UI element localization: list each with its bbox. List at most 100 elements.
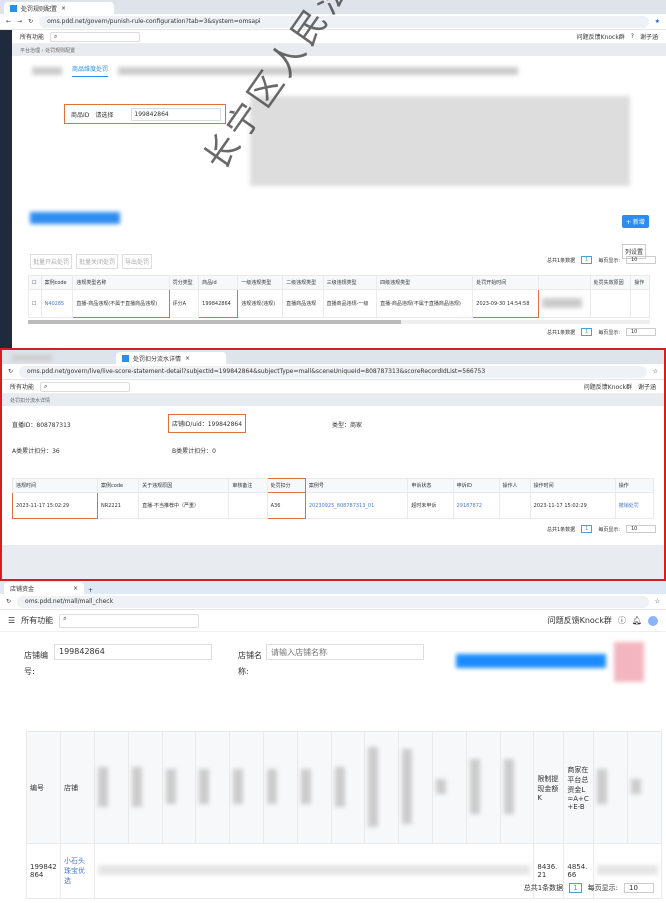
shop-link[interactable]: 小石头珠宝优选 [60,843,95,899]
search-input[interactable]: ⌕ [40,381,131,392]
reload-icon[interactable]: ↻ [28,18,34,25]
avatar[interactable] [648,615,658,626]
cell [228,492,268,519]
cell: 2023-09-30 14:54:58 [472,289,540,318]
all-functions-menu[interactable]: 所有功能 [10,384,35,391]
subject-type: 类型：商家 [332,422,363,429]
col-header: 申诉ID [452,478,500,493]
col-header: 关于违规原因 [138,478,230,493]
reload-icon[interactable]: ↻ [8,368,14,375]
page-1[interactable]: 1 [581,328,593,336]
address-bar: ↻ oms.pdd.net/mall/mall_check ☆ [0,594,666,610]
star-icon[interactable]: ☆ [652,368,658,375]
star-icon[interactable]: ☆ [654,598,660,605]
column-settings-button[interactable]: 列设置 [622,244,647,259]
blurred-header [94,731,129,844]
blurred-info [614,642,644,682]
browser-tab[interactable]: 店铺资金 × [4,582,84,594]
close-icon[interactable]: × [61,4,67,12]
batch-button[interactable]: 批量开启处罚 [30,254,73,269]
funds-table: 编号 店铺 限制提现金额K 商家在平台总资金L=A+C+E-B 199842864 小… [26,731,662,899]
page-1[interactable]: 1 [569,883,582,893]
back-icon[interactable]: ← [6,18,12,25]
search-input[interactable]: ⌕ [59,613,200,628]
browser-tabbar: 处罚规则配置 × [0,0,666,14]
rule-table: ☐ 案例code 违规类型名称 罚分类型 商品id 一级违规类型 二级违规类型 三级违规类型… [28,275,650,324]
help-icon[interactable]: ⓘ [617,616,626,625]
page-1[interactable]: 1 [581,256,593,264]
filter-select[interactable]: 请选择 [95,111,114,119]
screenshot-shop-funds: 店铺资金 × + ↻ oms.pdd.net/mall/mall_check ☆ … [0,581,666,903]
blurred-cells [93,843,535,899]
per-page-select[interactable]: 10 [624,883,654,893]
feedback-link[interactable]: 问题反馈Knock群 [576,34,625,41]
total-count: 总共1条数据 [546,526,576,533]
breadcrumb: 处罚扣分流水详情 [2,394,664,406]
live-id: 直播ID：808787313 [12,422,71,429]
browser-tab[interactable]: 处罚规则配置 × [4,2,114,14]
col-header: 编号 [26,731,61,844]
per-page-select[interactable]: 10 [626,525,656,533]
close-icon[interactable]: × [72,584,78,592]
per-page-label: 每页显示: [598,526,620,533]
pagination-top: 总共1条数据 1 每页显示: 10 [547,256,656,264]
reload-icon[interactable]: ↻ [6,598,12,605]
tab-goods-punish[interactable]: 商品维度处罚 [72,64,109,77]
per-page-select[interactable]: 10 [626,328,656,336]
user-name[interactable]: 谢子涵 [639,34,658,41]
new-tab-icon[interactable]: + [88,587,94,594]
browser-tabbar: 店铺资金 × + [0,581,666,594]
row-checkbox[interactable]: ☐ [28,289,42,318]
shop-no-input[interactable]: 199842864 [54,644,212,660]
horizontal-scrollbar[interactable] [28,320,650,324]
revoke-punish-link[interactable]: 撤销处罚 [614,492,655,519]
menu-icon[interactable]: ☰ [8,616,16,625]
cell: 199842864 [198,289,239,318]
shop-name-label: 店铺名称: [238,651,262,676]
blurred-filters [250,96,650,196]
appeal-id-link[interactable]: 29187872 [452,492,500,519]
help-icon[interactable]: ? [630,33,634,40]
select-all-checkbox[interactable]: ☐ [28,275,42,290]
col-header: 操作 [614,478,655,493]
total-count: 总共1条数据 [523,884,564,892]
all-functions-menu[interactable]: 所有功能 [20,34,45,41]
browser-tab-inactive[interactable] [6,352,116,364]
bell-icon[interactable]: 🔔︎ [631,616,642,625]
cell: 超时未申诉 [407,492,454,519]
shop-name-input[interactable] [266,644,424,660]
url-input[interactable]: oms.pdd.net/govern/punish-rule-configura… [39,15,649,28]
col-header: 三级违规类型 [322,275,378,290]
blurred-header [296,731,332,844]
goods-id-filter: 商品ID 请选择 199842864 [64,104,226,124]
case-no-link[interactable]: 20230925_808787313_01 [304,492,409,519]
search-input[interactable]: ⌕ [50,31,141,42]
url-input[interactable]: oms.pdd.net/govern/live/live-score-state… [19,365,647,378]
feedback-link[interactable]: 问题反馈Knock群 [583,384,632,391]
page-1[interactable]: 1 [581,525,593,533]
col-header: 操作 [630,275,650,290]
all-functions-menu[interactable]: 所有功能 [21,616,54,625]
col-header: 商品id [198,275,239,290]
filter-input[interactable]: 199842864 [131,107,221,121]
col-header: 限制提现金额K [533,731,565,844]
star-icon[interactable]: ★ [654,18,660,25]
feedback-link[interactable]: 问题反馈Knock群 [547,616,612,625]
footer-area [2,545,664,579]
blurred-header [262,731,298,844]
new-button[interactable]: + 新增 [622,215,649,228]
cell: 直播商品违规-一级 [322,289,378,318]
col-header: 操作时间 [529,478,616,493]
batch-button[interactable]: 批量关闭处罚 [76,254,119,269]
url-input[interactable]: oms.pdd.net/mall/mall_check [17,595,649,608]
col-header: 处罚扣分 [266,478,306,493]
close-icon[interactable]: × [185,354,191,362]
browser-tab[interactable]: 处罚扣分流水详情 × [116,352,226,364]
cell: 4854.66 [563,843,595,899]
user-name[interactable]: 谢子涵 [637,384,656,391]
case-code-link[interactable]: N40285 [40,289,74,318]
per-page-select[interactable]: 10 [626,256,656,264]
tab-favicon-icon [122,354,129,362]
forward-icon[interactable]: → [17,18,23,25]
batch-button[interactable]: 导出处罚 [122,254,153,269]
